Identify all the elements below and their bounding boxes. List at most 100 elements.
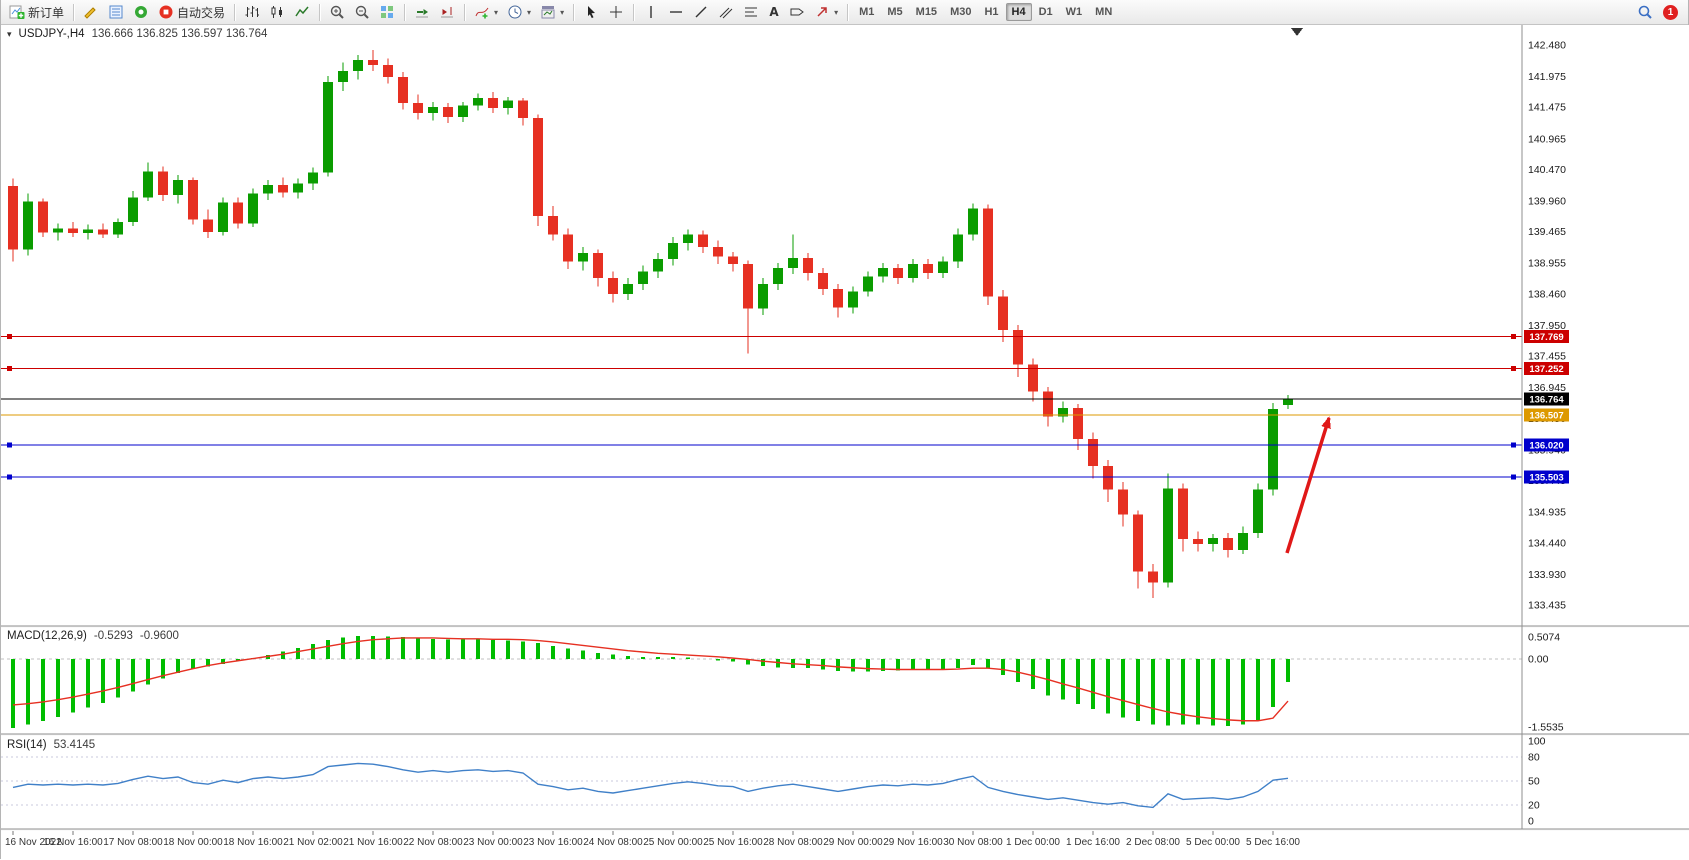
line-handle[interactable]: [7, 442, 12, 448]
trend-arrow-annotation[interactable]: [1285, 416, 1331, 554]
new-order-button[interactable]: 新订单: [5, 2, 68, 22]
svg-text:139.465: 139.465: [1528, 226, 1566, 238]
chevron-down-icon: ▾: [834, 7, 839, 17]
timeframe-m5-button[interactable]: M5: [881, 3, 908, 21]
channel-tool-button[interactable]: [714, 2, 738, 22]
svg-text:16 Nov 2022: 16 Nov 2022: [5, 837, 62, 848]
horizontal-line-tool-button[interactable]: [664, 2, 688, 22]
svg-text:29 Nov 00:00: 29 Nov 00:00: [823, 837, 883, 848]
arrows-icon: [817, 7, 827, 17]
svg-text:-1.5535: -1.5535: [1528, 722, 1564, 734]
timeframe-w1-button[interactable]: W1: [1060, 3, 1089, 21]
line-chart-icon: [295, 6, 309, 17]
metaeditor-icon: [84, 7, 96, 19]
notifications-badge[interactable]: 1: [1663, 4, 1678, 20]
label-tool-button[interactable]: [785, 2, 809, 22]
svg-text:138.955: 138.955: [1528, 258, 1566, 270]
trendline-icon: [695, 6, 707, 18]
timeframe-m1-button[interactable]: M1: [853, 3, 880, 21]
line-handle[interactable]: [1511, 334, 1516, 340]
candlestick-chart-button[interactable]: [265, 2, 289, 22]
price-tag: 136.507: [1524, 408, 1569, 422]
auto-scroll-icon: [416, 9, 429, 18]
panel-separator[interactable]: [1, 733, 1689, 736]
svg-text:18 Nov 16:00: 18 Nov 16:00: [223, 837, 283, 848]
horizontal-lines[interactable]: [1, 334, 1522, 480]
svg-text:21 Nov 02:00: 21 Nov 02:00: [283, 837, 343, 848]
market-watch-button[interactable]: [104, 2, 128, 22]
price-axis[interactable]: 142.480 141.975 141.475 140.965 140.470 139.9…: [1521, 25, 1569, 829]
crosshair-icon: [610, 6, 623, 18]
collapse-triangle-icon[interactable]: ▾: [7, 29, 12, 39]
line-handle[interactable]: [1511, 442, 1516, 448]
cursor-icon: [588, 6, 596, 19]
fibonacci-icon: [745, 7, 758, 17]
line-handle[interactable]: [7, 474, 12, 480]
svg-text:28 Nov 08:00: 28 Nov 08:00: [763, 837, 823, 848]
svg-text:138.460: 138.460: [1528, 288, 1566, 300]
vertical-line-tool-button[interactable]: [639, 2, 663, 22]
svg-text:5 Dec 16:00: 5 Dec 16:00: [1246, 837, 1300, 848]
svg-text:136.507: 136.507: [1529, 410, 1563, 421]
crosshair-tool-button[interactable]: [604, 2, 628, 22]
templates-button[interactable]: ▾: [536, 2, 568, 22]
svg-text:135.503: 135.503: [1529, 472, 1563, 483]
zoom-in-button[interactable]: [325, 2, 349, 22]
candlestick-series[interactable]: [8, 49, 1293, 598]
svg-text:139.960: 139.960: [1528, 196, 1566, 208]
line-handle[interactable]: [7, 366, 12, 372]
timeframe-h4-button[interactable]: H4: [1005, 3, 1032, 21]
timeframe-m30-button[interactable]: M30: [944, 3, 977, 21]
tile-windows-icon: [381, 6, 394, 18]
line-handle[interactable]: [7, 334, 12, 340]
svg-text:30 Nov 08:00: 30 Nov 08:00: [943, 837, 1003, 848]
timeframe-mn-button[interactable]: MN: [1089, 3, 1118, 21]
auto-scroll-button[interactable]: [410, 2, 434, 22]
svg-text:29 Nov 16:00: 29 Nov 16:00: [883, 837, 943, 848]
periods-icon: [508, 5, 522, 19]
mobile-app-button[interactable]: [129, 2, 153, 22]
svg-text:25 Nov 16:00: 25 Nov 16:00: [703, 837, 763, 848]
svg-text:80: 80: [1528, 752, 1540, 764]
macd-panel[interactable]: [1, 636, 1522, 729]
panel-separator[interactable]: [1, 828, 1689, 831]
text-tool-button[interactable]: A: [764, 2, 784, 22]
auto-trading-button[interactable]: 自动交易: [154, 2, 229, 22]
auto-trading-icon: [159, 5, 173, 19]
svg-text:23 Nov 00:00: 23 Nov 00:00: [463, 837, 523, 848]
indicators-button[interactable]: ▾: [470, 2, 502, 22]
toolbar-separator: [319, 3, 321, 21]
cursor-tool-button[interactable]: [579, 2, 603, 22]
line-handle[interactable]: [1511, 474, 1516, 480]
svg-text:18 Nov 00:00: 18 Nov 00:00: [163, 837, 223, 848]
timeframe-d1-button[interactable]: D1: [1033, 3, 1059, 21]
metaeditor-button[interactable]: [79, 2, 103, 22]
indicators-icon: [475, 7, 489, 19]
arrows-tool-button[interactable]: ▾: [810, 2, 842, 22]
toolbar-separator: [404, 3, 406, 21]
trendline-tool-button[interactable]: [689, 2, 713, 22]
zoom-out-button[interactable]: [350, 2, 374, 22]
toolbar: 新订单 自动交易: [1, 0, 1688, 25]
tile-windows-button[interactable]: [375, 2, 399, 22]
periods-button[interactable]: ▾: [503, 2, 535, 22]
search-button[interactable]: [1633, 2, 1657, 22]
chart-area[interactable]: 142.480 141.975 141.475 140.965 140.470 139.9…: [1, 25, 1689, 860]
bar-chart-button[interactable]: [240, 2, 264, 22]
chart-shift-button[interactable]: [435, 2, 459, 22]
timeframe-h1-button[interactable]: H1: [978, 3, 1004, 21]
svg-text:16 Nov 16:00: 16 Nov 16:00: [43, 837, 103, 848]
svg-text:133.930: 133.930: [1528, 569, 1566, 581]
svg-text:21 Nov 16:00: 21 Nov 16:00: [343, 837, 403, 848]
channel-icon: [719, 7, 733, 19]
timeframe-m15-button[interactable]: M15: [910, 3, 943, 21]
svg-text:0.00: 0.00: [1528, 654, 1549, 666]
fibonacci-tool-button[interactable]: [739, 2, 763, 22]
line-chart-button[interactable]: [290, 2, 314, 22]
chart-shift-marker-icon[interactable]: [1291, 28, 1303, 36]
panel-separator[interactable]: [1, 625, 1689, 628]
toolbar-separator: [234, 3, 236, 21]
line-handle[interactable]: [1511, 366, 1516, 372]
rsi-panel[interactable]: [1, 756, 1522, 809]
